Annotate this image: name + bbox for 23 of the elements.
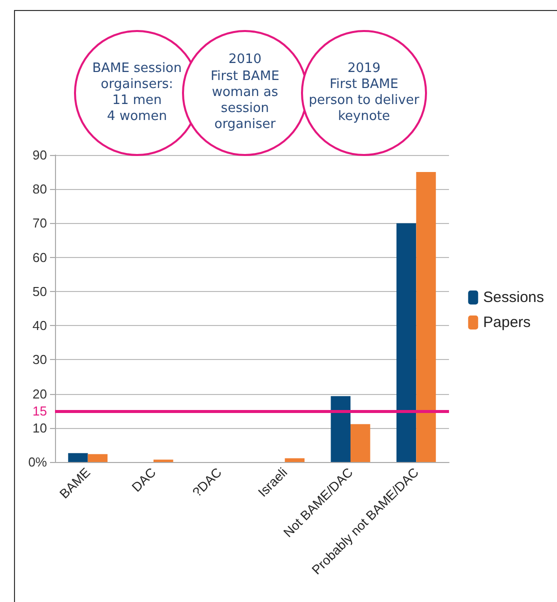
bar (396, 223, 416, 462)
y-tick-label: 90 (32, 148, 47, 162)
y-tick-label: 50 (32, 284, 47, 299)
y-tick-label: 40 (32, 318, 47, 334)
text: 2019 First BAME person to deliver keynote (301, 30, 427, 156)
bar (88, 454, 108, 462)
y-tick-label: 10 (32, 420, 47, 436)
ref-line-label: 15 (32, 403, 47, 418)
bar (350, 424, 370, 462)
text: BAME session orgainsers: 11 men 4 women (74, 30, 200, 156)
y-tick-label: 0% (28, 454, 48, 470)
legend-label: Papers (483, 314, 531, 331)
text: 2010 First BAME woman as session organiser (182, 30, 308, 156)
legend-label: Sessions (483, 289, 544, 306)
bar (68, 453, 88, 462)
y-tick-label: 80 (32, 182, 47, 197)
bar (416, 172, 436, 462)
y-tick-label: 20 (32, 386, 47, 402)
bar (330, 396, 350, 462)
y-tick-label: 30 (32, 352, 47, 368)
y-tick-label: 60 (32, 250, 47, 265)
y-tick-label: 70 (32, 216, 47, 231)
bar (284, 458, 305, 462)
